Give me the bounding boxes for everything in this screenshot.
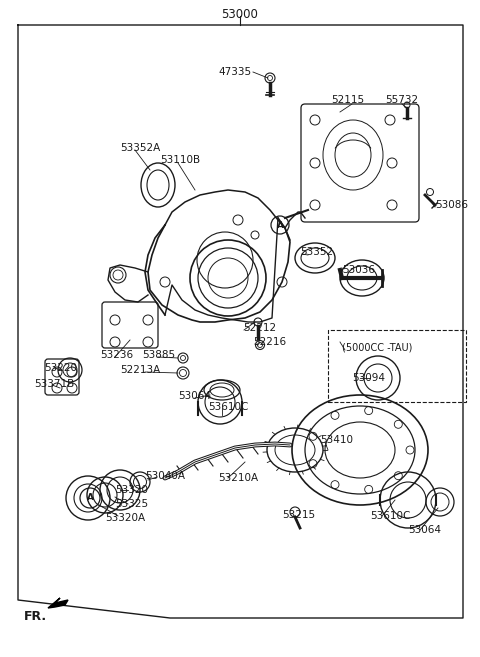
Polygon shape	[48, 598, 68, 608]
Text: 53236: 53236	[100, 350, 133, 360]
Text: 53352: 53352	[300, 247, 333, 257]
Text: 53410: 53410	[320, 435, 353, 445]
Text: (5000CC -TAU): (5000CC -TAU)	[342, 343, 412, 353]
Text: 53210A: 53210A	[218, 473, 258, 483]
Text: 53610C: 53610C	[208, 402, 248, 412]
Text: 53064: 53064	[178, 391, 211, 401]
Text: 53320A: 53320A	[105, 513, 145, 523]
Text: 53040A: 53040A	[145, 471, 185, 481]
Text: 53110B: 53110B	[160, 155, 200, 165]
Text: 52216: 52216	[253, 337, 286, 347]
Bar	[328, 330, 466, 402]
Text: 53094: 53094	[352, 373, 385, 383]
Text: 53064: 53064	[408, 525, 441, 535]
Text: 53371B: 53371B	[34, 379, 74, 389]
Text: 53220: 53220	[44, 363, 77, 373]
Text: 53320: 53320	[115, 485, 148, 495]
Text: 53086: 53086	[435, 200, 468, 210]
Text: 53325: 53325	[115, 499, 148, 509]
Text: 53000: 53000	[222, 7, 258, 20]
Text: 47335: 47335	[219, 67, 252, 77]
Text: 52213A: 52213A	[120, 365, 160, 375]
Text: 53352A: 53352A	[120, 143, 160, 153]
Text: 52115: 52115	[331, 95, 365, 105]
Text: 53215: 53215	[282, 510, 315, 520]
Text: A: A	[86, 493, 94, 503]
Text: 53036: 53036	[342, 265, 375, 275]
Text: 52212: 52212	[243, 323, 276, 333]
Text: 53610C: 53610C	[370, 511, 410, 521]
Text: FR.: FR.	[24, 610, 47, 623]
Text: 55732: 55732	[385, 95, 419, 105]
Text: A: A	[276, 221, 284, 229]
Text: 53885: 53885	[142, 350, 175, 360]
